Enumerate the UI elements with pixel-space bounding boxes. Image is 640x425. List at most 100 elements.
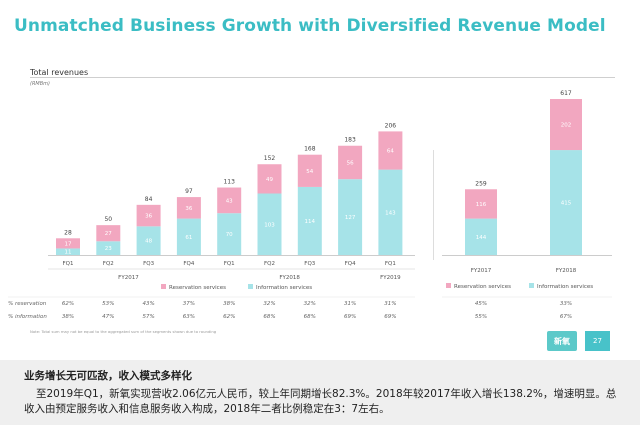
data-label-total: 113 <box>223 179 235 186</box>
bar-information <box>338 179 363 255</box>
data-label-information: 11 <box>65 250 72 256</box>
x-group-label: FY2017 <box>118 275 139 281</box>
table-cell: 47% <box>102 314 114 320</box>
data-label-reservation: 36 <box>145 214 152 220</box>
data-label-reservation: 49 <box>266 177 273 183</box>
bar-reservation <box>378 131 403 170</box>
annual-data-label-total: 259 <box>475 180 487 187</box>
annual-data-label-information: 415 <box>561 201 572 207</box>
table-cell: 38% <box>223 301 235 307</box>
legend-label-reservation: Reservation services <box>169 285 226 291</box>
data-label-total: 50 <box>104 216 112 223</box>
data-label-reservation: 36 <box>185 206 192 212</box>
x-tick-label: FQ4 <box>183 261 194 267</box>
annual-bar-reservation <box>465 189 497 219</box>
table-cell: 37% <box>183 301 195 307</box>
data-label-reservation: 64 <box>387 149 394 155</box>
table-cell: 69% <box>384 314 396 320</box>
data-label-information: 70 <box>226 232 233 238</box>
table-cell-annual: 55% <box>475 314 487 320</box>
table-cell: 32% <box>304 301 316 307</box>
table-cell-annual: 33% <box>560 301 572 307</box>
table-cell: 38% <box>62 314 74 320</box>
data-label-information: 48 <box>145 239 152 245</box>
x-tick-label: FQ3 <box>304 261 315 267</box>
annual-data-label-information: 144 <box>476 235 487 241</box>
legend-swatch-reservation <box>161 284 166 289</box>
slide-title: Unmatched Business Growth with Diversifi… <box>14 16 606 36</box>
caption-heading: 业务增长无可匹敌，收入模式多样化 <box>24 370 192 382</box>
bar-information <box>378 169 403 255</box>
data-label-information: 114 <box>305 219 316 225</box>
x-tick-label: FQ3 <box>143 261 154 267</box>
data-label-total: 183 <box>344 137 356 144</box>
table-cell: 63% <box>183 314 195 320</box>
annual-legend-swatch-information <box>529 283 534 288</box>
bar-reservation <box>96 225 121 242</box>
table-cell-annual: 45% <box>475 301 487 307</box>
table-cell: 68% <box>263 314 275 320</box>
x-tick-label: FQ1 <box>385 261 396 267</box>
annual-bar-information <box>550 150 582 255</box>
annual-x-tick-label: FY2018 <box>556 268 577 274</box>
x-tick-label: FQ2 <box>103 261 114 267</box>
annual-data-label-reservation: 202 <box>561 123 572 129</box>
x-group-label: FY2018 <box>279 275 300 281</box>
data-label-information: 23 <box>105 246 112 252</box>
data-label-total: 206 <box>385 122 397 129</box>
data-label-information: 127 <box>345 215 356 221</box>
slide: Unmatched Business Growth with Diversifi… <box>8 16 615 351</box>
legend-swatch-information <box>248 284 253 289</box>
x-tick-label: FQ4 <box>345 261 356 267</box>
bar-reservation <box>136 204 161 227</box>
data-label-reservation: 54 <box>306 169 313 175</box>
table-cell: 32% <box>263 301 275 307</box>
table-row-label: % reservation <box>8 301 47 307</box>
table-cell: 31% <box>344 301 356 307</box>
x-tick-label: FQ1 <box>63 261 74 267</box>
data-label-information: 103 <box>264 222 275 228</box>
table-cell: 43% <box>142 301 154 307</box>
table-cell-annual: 67% <box>560 314 572 320</box>
footnote: Note: Total sum may not be equal to the … <box>30 329 217 334</box>
bar-reservation <box>257 164 282 194</box>
data-label-information: 143 <box>385 210 396 216</box>
table-row-label: % information <box>8 314 47 320</box>
data-label-total: 97 <box>185 188 193 195</box>
bar-reservation <box>176 197 201 219</box>
x-tick-label: FQ1 <box>224 261 235 267</box>
data-label-total: 28 <box>64 229 72 236</box>
table-cell: 53% <box>102 301 114 307</box>
units-label: (RMBm) <box>30 81 50 87</box>
legend-label-information: Information services <box>256 285 312 291</box>
annual-x-tick-label: FY2017 <box>471 268 492 274</box>
bar-reservation <box>338 145 363 180</box>
bar-information <box>257 193 282 255</box>
data-label-total: 84 <box>145 196 153 203</box>
data-label-reservation: 43 <box>226 198 233 204</box>
annual-legend-label-reservation: Reservation services <box>454 284 511 290</box>
table-cell: 69% <box>344 314 356 320</box>
annual-legend-label-information: Information services <box>537 284 593 290</box>
x-tick-label: FQ2 <box>264 261 275 267</box>
annual-data-label-total: 617 <box>560 90 572 97</box>
annual-bar-reservation <box>550 99 582 151</box>
annual-bar-information <box>465 218 497 255</box>
data-label-information: 61 <box>185 235 192 241</box>
table-cell: 68% <box>304 314 316 320</box>
data-label-total: 168 <box>304 146 316 153</box>
brand-logo: 新氧 <box>547 331 577 351</box>
chart-subtitle: Total revenues <box>30 68 89 77</box>
bar-information <box>297 186 322 255</box>
bar-information <box>136 226 161 255</box>
section-divider <box>433 150 434 260</box>
bar-reservation <box>217 187 242 214</box>
bar-reservation <box>297 154 322 187</box>
annual-data-label-reservation: 116 <box>476 202 487 208</box>
bar-reservation <box>56 238 80 249</box>
table-cell: 57% <box>142 314 154 320</box>
bar-information <box>56 248 80 255</box>
bar-information <box>96 241 121 255</box>
caption-panel: 业务增长无可匹敌，收入模式多样化 至2019年Q1，新氧实现营收2.06亿元人民… <box>0 360 640 425</box>
subtitle-divider <box>30 77 615 78</box>
